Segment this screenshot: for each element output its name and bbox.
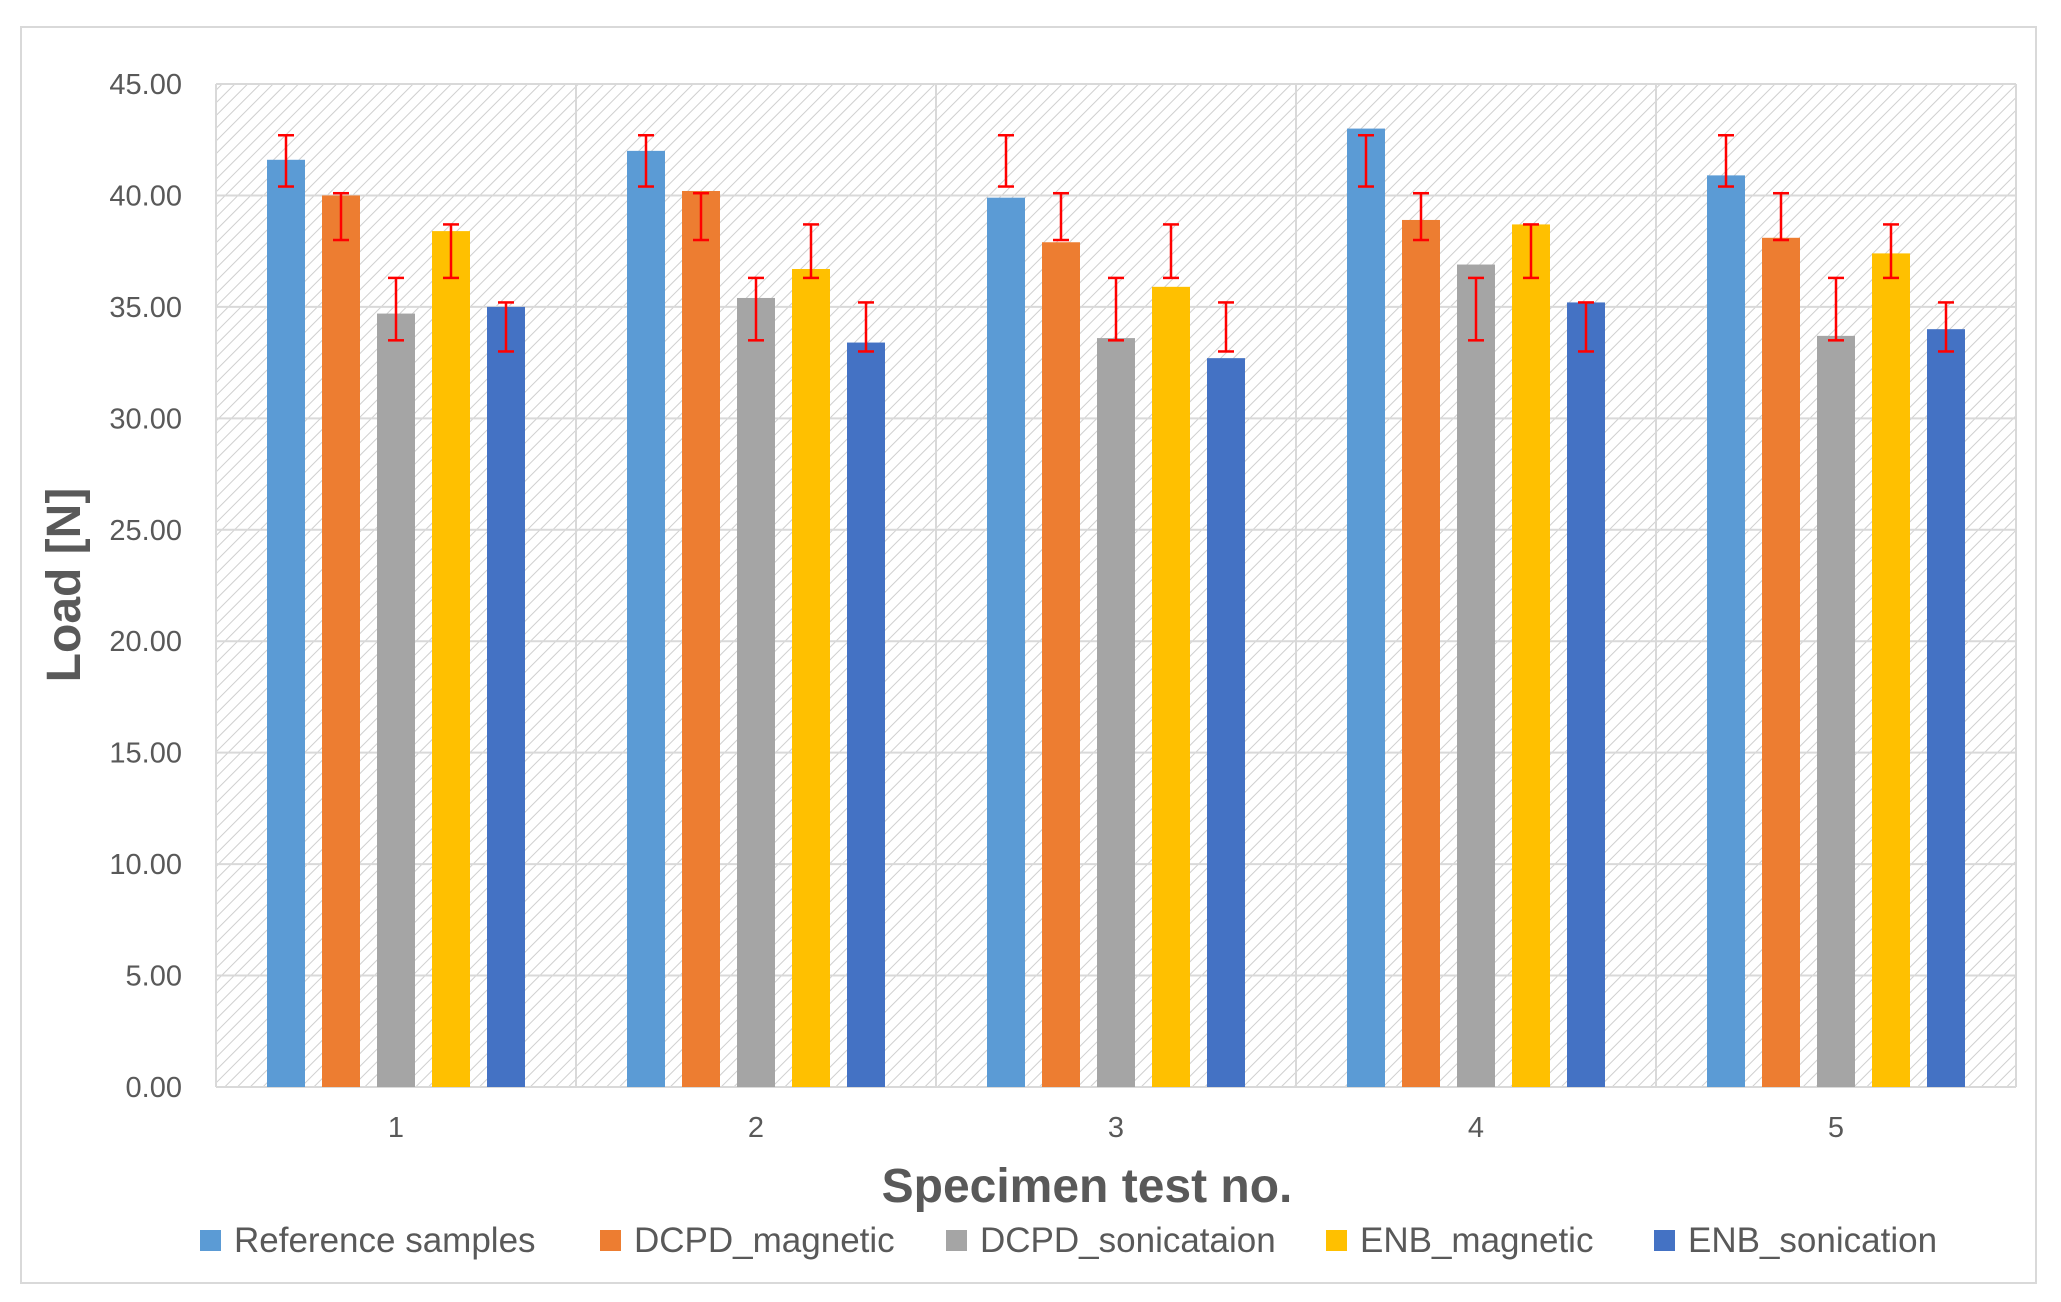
legend-item-enb-sonication: ENB_sonication	[1654, 1221, 1937, 1260]
bar-enb-magnetic-1	[432, 231, 470, 1087]
bar-dcpd-sonicataion-3	[1097, 338, 1135, 1087]
x-axis-title: Specimen test no.	[882, 1160, 1293, 1213]
bar-dcpd-magnetic-4	[1402, 219, 1440, 1087]
error-bar-enb-magnetic-4	[1523, 223, 1539, 280]
error-bar-enb-sonication-5	[1938, 301, 1954, 353]
y-tick-label: 40.00	[109, 180, 182, 212]
legend-item-reference-samples: Reference samples	[200, 1221, 536, 1260]
legend-label: Reference samples	[234, 1221, 536, 1260]
error-bar-enb-sonication-1	[498, 301, 514, 353]
bar-dcpd-magnetic-1	[322, 195, 360, 1087]
error-bar-dcpd-sonicataion-5	[1828, 276, 1844, 342]
y-axis-tick-labels: 0.00 5.00 10.00 15.00 20.00 25.00 30.00 35.00 40…	[109, 69, 182, 1104]
bar-enb-magnetic-4	[1512, 224, 1550, 1088]
bar-reference-samples-3	[987, 197, 1025, 1087]
y-tick-label: 30.00	[109, 403, 182, 435]
bar-enb-sonication-5	[1927, 329, 1965, 1088]
error-bar-dcpd-sonicataion-4	[1468, 276, 1484, 342]
legend-item-dcpd-sonicataion: DCPD_sonicataion	[946, 1221, 1276, 1260]
error-bar-enb-sonication-2	[858, 301, 874, 353]
error-bar-dcpd-magnetic-4	[1413, 191, 1429, 242]
error-bar-enb-sonication-3	[1218, 301, 1234, 353]
error-bar-dcpd-sonicataion-3	[1108, 276, 1124, 342]
bar-dcpd-magnetic-3	[1042, 242, 1080, 1088]
x-axis-tick-labels: 1 2 3 4 5	[388, 1112, 1844, 1144]
legend-item-dcpd-magnetic: DCPD_magnetic	[600, 1221, 895, 1260]
error-bar-dcpd-sonicataion-1	[388, 276, 404, 342]
error-bars	[278, 134, 1954, 353]
legend-label: ENB_sonication	[1688, 1221, 1937, 1260]
y-tick-label: 45.00	[109, 69, 182, 101]
bar-dcpd-sonicataion-4	[1457, 264, 1495, 1087]
legend-label: DCPD_magnetic	[634, 1221, 895, 1260]
error-bar-enb-magnetic-3	[1163, 223, 1179, 280]
bars	[267, 128, 1965, 1088]
bar-dcpd-sonicataion-5	[1817, 335, 1855, 1087]
error-bar-reference-samples-2	[638, 134, 654, 188]
bar-dcpd-magnetic-5	[1762, 237, 1800, 1087]
bar-reference-samples-2	[627, 150, 665, 1087]
error-bar-reference-samples-4	[1358, 134, 1374, 188]
error-bar-dcpd-magnetic-1	[333, 191, 349, 242]
legend-swatch	[1654, 1230, 1675, 1251]
bar-reference-samples-5	[1707, 175, 1745, 1087]
error-bar-reference-samples-3	[998, 134, 1014, 188]
y-tick-label: 35.00	[109, 292, 182, 324]
error-bar-dcpd-magnetic-2	[693, 191, 709, 242]
x-tick-label: 3	[1108, 1112, 1124, 1144]
y-tick-label: 15.00	[109, 738, 182, 770]
legend-swatch	[1326, 1230, 1347, 1251]
bar-enb-magnetic-2	[792, 268, 830, 1087]
error-bar-reference-samples-1	[278, 134, 294, 188]
error-bar-enb-sonication-4	[1578, 301, 1594, 353]
error-bar-enb-magnetic-2	[803, 223, 819, 280]
y-tick-label: 5.00	[126, 961, 182, 993]
bar-enb-magnetic-5	[1872, 253, 1910, 1087]
error-bar-dcpd-magnetic-5	[1773, 191, 1789, 242]
bar-enb-sonication-4	[1567, 302, 1605, 1087]
bar-reference-samples-1	[267, 159, 305, 1087]
bar-dcpd-sonicataion-1	[377, 313, 415, 1087]
y-tick-label: 0.00	[126, 1072, 182, 1104]
error-bar-reference-samples-5	[1718, 134, 1734, 188]
legend: Reference samples DCPD_magnetic DCPD_sonic…	[200, 1221, 1937, 1260]
bar-dcpd-magnetic-2	[682, 190, 720, 1087]
x-tick-label: 5	[1828, 1112, 1844, 1144]
error-bar-dcpd-magnetic-3	[1053, 191, 1069, 242]
y-tick-label: 10.00	[109, 849, 182, 881]
bar-dcpd-sonicataion-2	[737, 297, 775, 1087]
bar-enb-magnetic-3	[1152, 286, 1190, 1088]
legend-label: ENB_magnetic	[1360, 1221, 1593, 1260]
legend-swatch	[946, 1230, 967, 1251]
legend-label: DCPD_sonicataion	[980, 1221, 1276, 1260]
bar-enb-sonication-1	[487, 306, 525, 1087]
legend-item-enb-magnetic: ENB_magnetic	[1326, 1221, 1593, 1260]
error-bar-dcpd-sonicataion-2	[748, 276, 764, 342]
bar-enb-sonication-2	[847, 342, 885, 1087]
y-tick-label: 20.00	[109, 626, 182, 658]
x-tick-label: 2	[748, 1112, 764, 1144]
error-bar-enb-magnetic-5	[1883, 223, 1899, 280]
y-tick-label: 25.00	[109, 515, 182, 547]
y-axis-title: Load [N]	[38, 488, 91, 683]
bar-reference-samples-4	[1347, 128, 1385, 1088]
x-tick-label: 4	[1468, 1112, 1484, 1144]
legend-swatch	[200, 1230, 221, 1251]
error-bar-enb-magnetic-1	[443, 223, 459, 280]
x-tick-label: 1	[388, 1112, 404, 1144]
bar-enb-sonication-3	[1207, 358, 1245, 1087]
legend-swatch	[600, 1230, 621, 1251]
